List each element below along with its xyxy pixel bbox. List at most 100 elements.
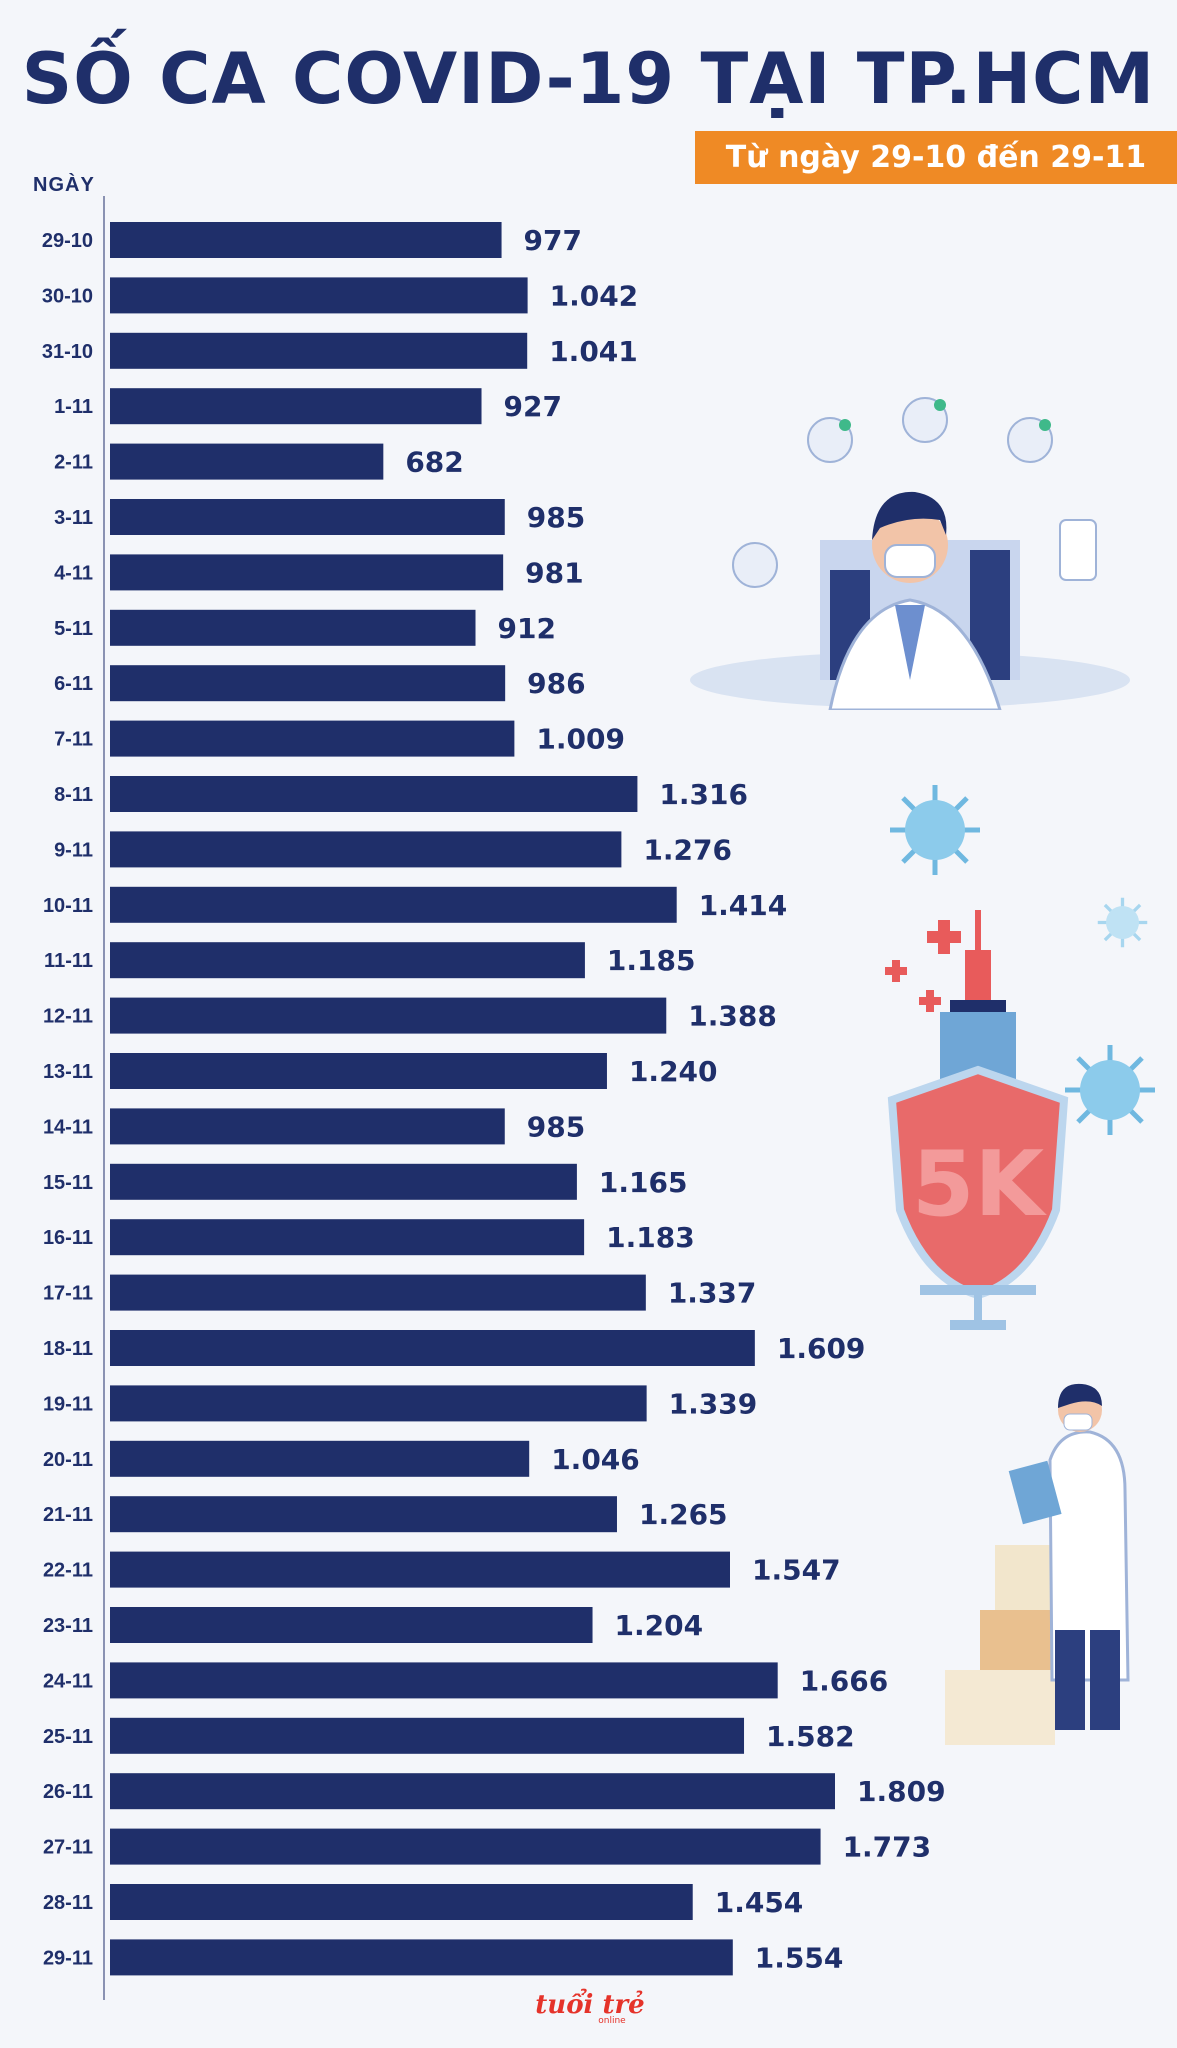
category-label: 26-11	[43, 1781, 93, 1803]
bar	[110, 332, 528, 369]
date-range-badge: Từ ngày 29-10 đến 29-11	[695, 131, 1177, 184]
category-label: 8-11	[54, 784, 93, 806]
value-label: 927	[504, 390, 562, 423]
value-label: 1.337	[668, 1277, 757, 1310]
category-label: 16-11	[43, 1227, 93, 1249]
bar	[110, 1385, 647, 1422]
bar	[110, 886, 677, 923]
category-label: 31-10	[42, 341, 93, 363]
category-label: 6-11	[54, 673, 93, 695]
bar	[110, 1274, 646, 1311]
value-label: 1.666	[800, 1664, 889, 1697]
value-label: 1.773	[843, 1831, 932, 1864]
bar	[110, 1440, 530, 1477]
category-label: 30-10	[42, 285, 93, 307]
category-label: 29-11	[43, 1947, 93, 1969]
bar	[110, 1607, 593, 1643]
value-label: 1.276	[643, 833, 732, 866]
category-label: 11-11	[44, 950, 93, 972]
category-label: 9-11	[54, 839, 93, 861]
y-axis-label: NGÀY	[33, 174, 95, 196]
category-label: 3-11	[54, 507, 93, 529]
value-label: 1.042	[550, 279, 639, 312]
syringe-shield-illustration: 5K	[885, 910, 1069, 1330]
bar	[110, 1939, 733, 1976]
category-label: 29-10	[42, 230, 93, 252]
category-label: 14-11	[43, 1116, 93, 1138]
category-label: 22-11	[43, 1560, 93, 1582]
value-label: 986	[527, 667, 585, 700]
virus-icon	[890, 785, 980, 875]
value-label: 981	[525, 556, 583, 589]
bar	[110, 443, 384, 480]
category-label: 21-11	[43, 1504, 93, 1526]
bar	[110, 609, 476, 646]
shield-label: 5K	[912, 1132, 1048, 1237]
value-label: 1.316	[659, 778, 748, 811]
value-label: 985	[527, 501, 585, 534]
bar	[110, 388, 482, 425]
category-label: 5-11	[54, 618, 93, 640]
value-label: 912	[498, 612, 556, 645]
category-label: 7-11	[54, 729, 93, 751]
bar	[110, 720, 515, 757]
bar	[110, 499, 505, 535]
category-label: 4-11	[54, 562, 93, 584]
bar	[110, 222, 502, 258]
bar	[110, 1773, 835, 1810]
category-label: 18-11	[43, 1338, 93, 1360]
bar	[110, 1053, 607, 1089]
value-label: 1.339	[669, 1387, 758, 1420]
value-label: 1.165	[599, 1166, 688, 1199]
category-label: 28-11	[43, 1892, 93, 1914]
bar	[110, 831, 622, 868]
value-label: 1.414	[699, 889, 788, 922]
chart-title: SỐ CA COVID-19 TẠI TP.HCM	[21, 38, 1156, 120]
category-label: 20-11	[43, 1449, 93, 1471]
value-label: 1.809	[857, 1775, 946, 1808]
doctor-illustration	[690, 397, 1130, 710]
bar	[110, 1551, 730, 1588]
tuoi-tre-logo: tuổi trẻ online	[535, 1988, 644, 2025]
value-label: 682	[405, 446, 463, 479]
value-label: 1.009	[536, 723, 625, 756]
category-label: 17-11	[43, 1283, 93, 1305]
value-label: 1.454	[715, 1886, 804, 1919]
bar	[110, 277, 528, 314]
category-label: 25-11	[43, 1726, 93, 1748]
category-label: 12-11	[43, 1006, 93, 1028]
category-label: 27-11	[43, 1837, 93, 1859]
bar	[110, 1884, 693, 1920]
value-label: 1.388	[688, 1000, 777, 1033]
category-label: 19-11	[43, 1393, 93, 1415]
bar	[110, 1496, 617, 1533]
virus-icon	[1065, 1045, 1155, 1135]
value-label: 1.185	[607, 944, 696, 977]
value-label: 977	[524, 224, 582, 257]
bar	[110, 776, 638, 812]
category-label: 10-11	[43, 895, 93, 917]
bar	[110, 1108, 505, 1145]
category-label: 24-11	[43, 1670, 93, 1692]
value-label: 1.046	[551, 1443, 640, 1476]
bar	[110, 997, 667, 1034]
category-label: 2-11	[54, 452, 93, 474]
bar	[110, 1828, 821, 1865]
bar	[110, 554, 504, 591]
bar	[110, 1219, 585, 1256]
doctor-clipboard-illustration	[945, 1383, 1130, 1745]
bar	[110, 1163, 577, 1200]
category-label: 1-11	[54, 396, 93, 418]
value-label: 1.204	[615, 1609, 704, 1642]
virus-icon	[1097, 897, 1148, 948]
value-label: 1.183	[606, 1221, 695, 1254]
bar	[110, 1717, 745, 1754]
bar	[110, 942, 585, 979]
category-label: 13-11	[43, 1061, 93, 1083]
value-label: 985	[527, 1110, 585, 1143]
value-label: 1.609	[777, 1332, 866, 1365]
logo-text: tuổi trẻ	[535, 1988, 644, 2020]
category-label: 23-11	[43, 1615, 93, 1637]
bar	[110, 1330, 755, 1366]
bar	[110, 665, 506, 702]
